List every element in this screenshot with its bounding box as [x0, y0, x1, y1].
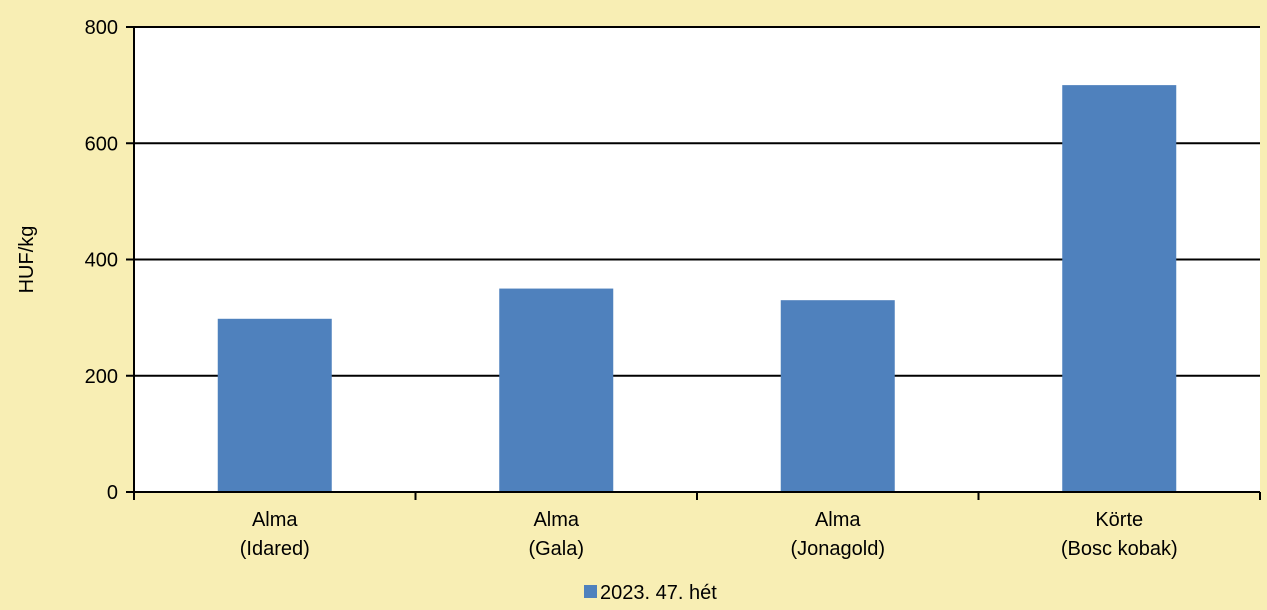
legend-label: 2023. 47. hét [600, 582, 717, 604]
y-tick-label: 0 [107, 482, 118, 504]
y-tick-label: 200 [85, 366, 118, 388]
x-tick-label: Körte (Bosc kobak) [1061, 509, 1178, 560]
axes [126, 26, 1261, 500]
x-tick-label: Alma (Gala) [528, 509, 584, 560]
bar-3 [1062, 85, 1177, 492]
x-tick-labels: Alma (Idared) Alma (Gala) Alma (Jonagold) Kört… [240, 509, 1178, 560]
y-tick-label: 800 [85, 17, 118, 39]
legend: 2023. 47. hét [584, 582, 717, 604]
bars [217, 85, 1177, 492]
y-tick-label: 600 [85, 133, 118, 155]
bar-2 [780, 300, 895, 492]
x-tick-label: Alma (Idared) [240, 509, 310, 560]
bar-0 [217, 318, 332, 492]
y-tick-label: 400 [85, 250, 118, 272]
y-tick-labels: 0 200 400 600 800 [85, 17, 118, 504]
bar-1 [499, 288, 614, 492]
legend-swatch [584, 585, 597, 598]
x-tick-label: Alma (Jonagold) [790, 509, 885, 560]
y-axis-title: HUF/kg [16, 226, 38, 294]
